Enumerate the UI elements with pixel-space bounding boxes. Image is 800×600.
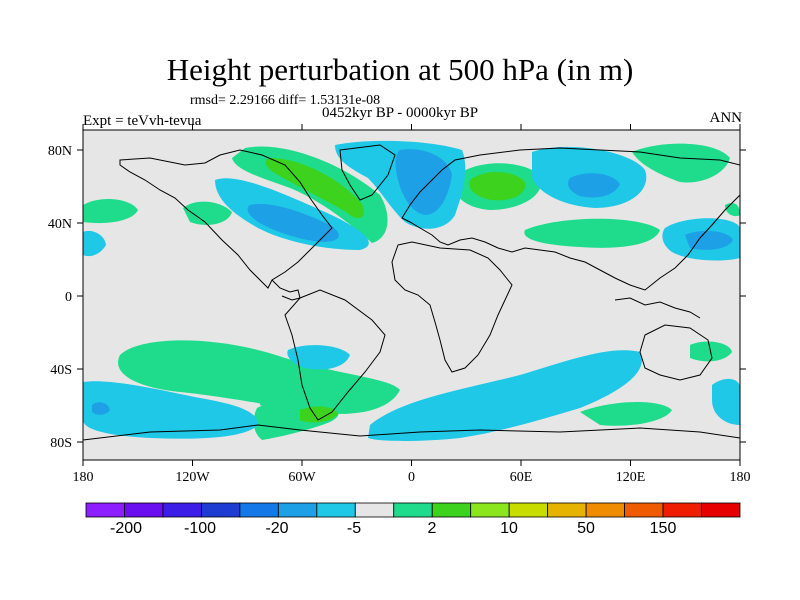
- contour-negative-south-east-edge: [712, 378, 740, 425]
- contour-positive-greenland-core: [265, 158, 364, 219]
- colorbar-swatch: [316, 502, 356, 518]
- coastline-south-america: [284, 289, 386, 421]
- lat-tick-label: 40N: [48, 217, 72, 232]
- colorbar-swatch: [201, 502, 241, 518]
- rmsd-stats: rmsd= 2.29166 diff= 1.53131e-08: [190, 93, 381, 108]
- colorbar-swatch: [547, 502, 587, 518]
- colorbar-label: 10: [500, 520, 518, 537]
- colorbar-swatch: [624, 502, 664, 518]
- contour-positive-nw-pacific: [83, 198, 138, 224]
- contour-positive-central-asia: [524, 218, 660, 248]
- coastline-australia: [639, 324, 713, 381]
- lon-tick-label: 120W: [175, 470, 210, 485]
- colorbar-label: -5: [347, 520, 361, 537]
- colorbar-swatch: [239, 502, 279, 518]
- colorbar-swatch: [508, 502, 549, 518]
- lon-tick-label: 60E: [510, 470, 533, 485]
- contour-negative-southern-ocean: [368, 350, 642, 441]
- lat-tick-label: 0: [65, 290, 72, 305]
- colorbar-swatches: [85, 502, 741, 518]
- colorbar: -200 -100 -20 -5 2 10 50 150: [85, 502, 741, 537]
- coastline-maritime-asia: [614, 297, 701, 319]
- lon-tick-label: 180: [730, 470, 751, 485]
- contour-negative-east-pacific: [83, 230, 106, 257]
- colorbar-swatch: [470, 502, 510, 518]
- colorbar-swatch: [701, 502, 741, 518]
- colorbar-swatch: [431, 502, 472, 518]
- longitude-axis: 180 120W 60W 0 60E 120E 180: [73, 124, 751, 485]
- contour-negative-southeast-pacific: [83, 381, 258, 439]
- coastline-central-america: [271, 279, 301, 301]
- contour-negative-north-america-core: [247, 203, 339, 242]
- lat-tick-label: 40S: [50, 363, 72, 378]
- colorbar-label: -100: [184, 520, 216, 537]
- season-label: ANN: [709, 110, 743, 126]
- time-period: 0452kyr BP - 0000kyr BP: [322, 105, 479, 121]
- coastline-greenland: [339, 144, 396, 201]
- contour-negative-north-atlantic-core: [395, 149, 452, 215]
- coastline-north-america: [119, 149, 333, 289]
- contour-positive-drake-core: [300, 406, 338, 423]
- colorbar-swatch: [85, 502, 125, 518]
- contour-positive-ne-pacific: [183, 201, 232, 225]
- colorbar-swatch: [662, 502, 702, 518]
- lat-tick-label: 80S: [50, 436, 72, 451]
- coastline-africa: [391, 241, 513, 373]
- colorbar-label: -200: [110, 520, 142, 537]
- contour-negative-argentina: [287, 345, 350, 370]
- contour-negative-west-pacific-core: [685, 230, 733, 250]
- coastline-antarctica: [83, 424, 740, 441]
- lon-tick-label: 180: [73, 470, 94, 485]
- colorbar-swatch: [393, 502, 433, 518]
- colorbar-label: 50: [577, 520, 595, 537]
- experiment-label: Expt = teVvh-tevua: [83, 113, 202, 129]
- coastlines: [83, 144, 740, 441]
- lon-tick-label: 0: [408, 470, 415, 485]
- latitude-axis: 80N 40N 0 40S 80S: [48, 144, 746, 451]
- contour-positive-greenland: [232, 146, 388, 243]
- colorbar-label: 150: [650, 520, 677, 537]
- colorbar-label: 2: [428, 520, 437, 537]
- colorbar-swatch: [585, 502, 625, 518]
- colorbar-swatch: [162, 502, 202, 518]
- colorbar-swatch: [124, 502, 164, 518]
- lon-tick-label: 120E: [616, 470, 646, 485]
- colorbar-label: -20: [265, 520, 288, 537]
- map-title: Height perturbation at 500 hPa (in m): [166, 52, 634, 87]
- contour-positive-europe-core: [469, 171, 526, 201]
- contour-positive-indian-ocean: [580, 401, 672, 426]
- contour-fields: [83, 140, 740, 441]
- lon-tick-label: 60W: [288, 470, 316, 485]
- contour-negative-siberia-core: [568, 173, 620, 198]
- contour-negative-sp-core: [92, 402, 110, 415]
- coastline-eurasia: [401, 147, 740, 291]
- lat-tick-label: 80N: [48, 144, 72, 159]
- contour-positive-arctic-east: [632, 143, 730, 183]
- map-panel: [82, 129, 741, 461]
- colorbar-swatch: [354, 502, 395, 518]
- colorbar-swatch: [277, 502, 318, 518]
